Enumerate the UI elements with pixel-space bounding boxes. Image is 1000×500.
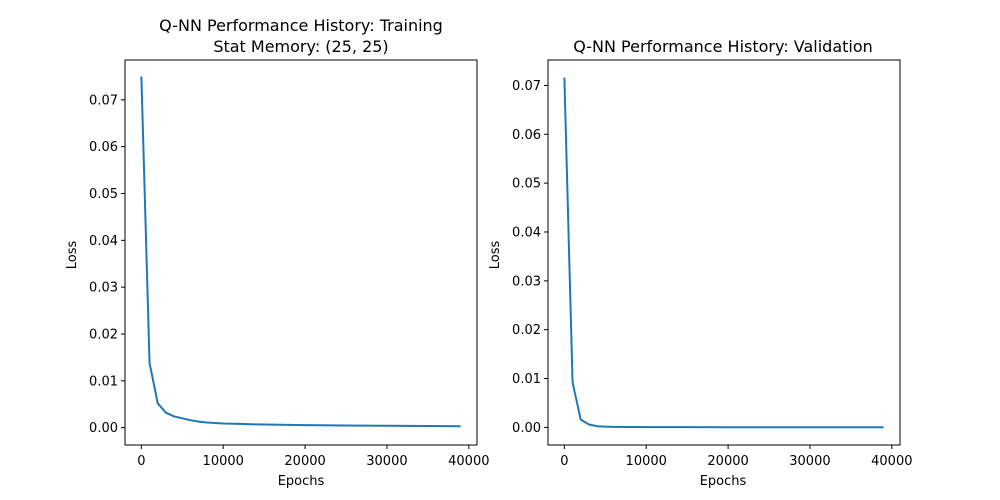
x-axis-label: Epochs: [700, 474, 747, 489]
y-tick-label: 0.02: [89, 327, 118, 342]
x-tick-label: 0: [560, 454, 568, 469]
y-tick-label: 0.07: [512, 79, 541, 94]
y-tick-label: 0.07: [89, 93, 118, 108]
chart-title-line1: Q-NN Performance History: Training: [159, 16, 443, 35]
x-tick-label: 40000: [871, 454, 912, 469]
x-axis-label: Epochs: [278, 474, 325, 489]
x-tick-label: 10000: [626, 454, 667, 469]
y-tick-label: 0.00: [89, 421, 118, 436]
y-axis-label: Loss: [488, 241, 503, 270]
series-line: [563, 77, 884, 429]
y-tick-label: 0.02: [512, 323, 541, 338]
plot-frame: [124, 59, 478, 446]
x-tick-label: 10000: [203, 454, 244, 469]
series-line: [140, 76, 461, 428]
training-loss-chart: Q-NN Performance History: Training Stat …: [65, 16, 489, 489]
y-tick-label: 0.04: [89, 234, 118, 249]
y-tick-label: 0.06: [512, 128, 541, 143]
x-tick-label: 0: [137, 454, 145, 469]
y-tick-label: 0.01: [89, 374, 118, 389]
x-tick-label: 20000: [284, 454, 325, 469]
x-tick-label: 30000: [789, 454, 830, 469]
y-tick-label: 0.04: [512, 225, 541, 240]
y-tick-label: 0.00: [512, 421, 541, 436]
y-tick-label: 0.05: [512, 177, 541, 192]
y-tick-label: 0.06: [89, 140, 118, 155]
y-axis-label: Loss: [65, 241, 80, 270]
validation-loss-chart: Q-NN Performance History: Validation Epo…: [488, 37, 912, 489]
y-tick-label: 0.01: [512, 372, 541, 387]
chart-title-line1: Q-NN Performance History: Validation: [573, 37, 873, 56]
y-tick-label: 0.03: [512, 274, 541, 289]
chart-title-line2: Stat Memory: (25, 25): [213, 37, 388, 56]
x-tick-label: 20000: [707, 454, 748, 469]
x-tick-label: 40000: [448, 454, 489, 469]
plot-frame: [547, 59, 901, 446]
y-tick-label: 0.03: [89, 281, 118, 296]
y-tick-label: 0.05: [89, 187, 118, 202]
x-tick-label: 30000: [366, 454, 407, 469]
